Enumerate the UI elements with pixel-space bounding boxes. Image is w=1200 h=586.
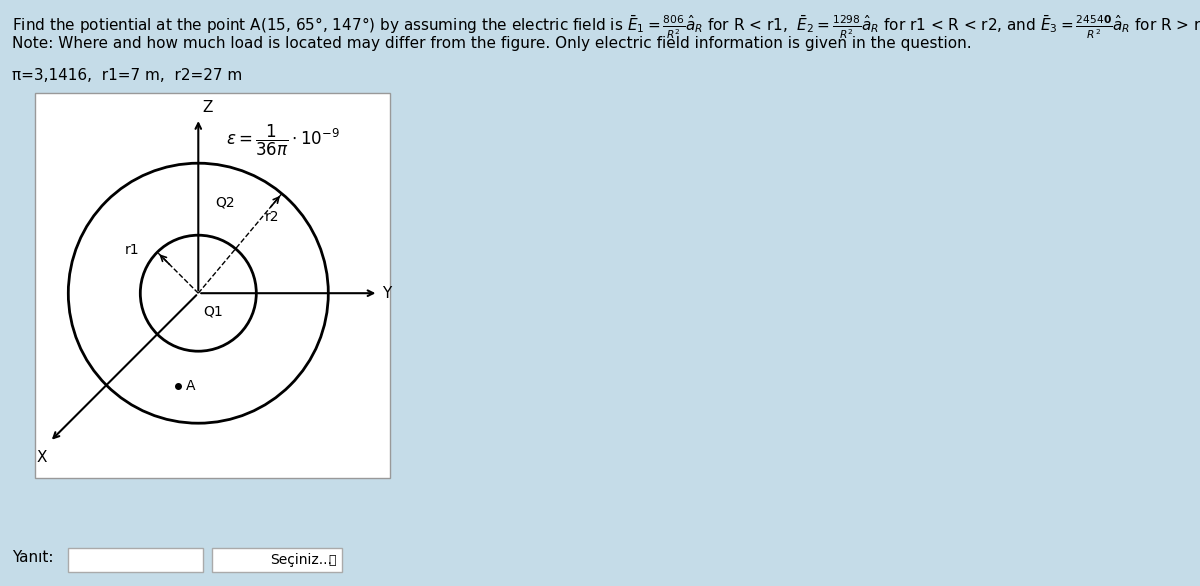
Text: r1: r1 [125, 243, 139, 257]
Text: Yanıt:: Yanıt: [12, 550, 54, 565]
Text: A: A [186, 379, 196, 393]
Text: Q1: Q1 [203, 304, 223, 318]
Text: X: X [36, 449, 47, 465]
Text: ⬧: ⬧ [329, 554, 336, 567]
Bar [212, 548, 342, 572]
Text: $\varepsilon = \dfrac{1}{36\pi} \cdot 10^{-9}$: $\varepsilon = \dfrac{1}{36\pi} \cdot 10… [227, 123, 341, 158]
Text: r2: r2 [265, 210, 280, 224]
Text: Seçiniz...: Seçiniz... [270, 553, 332, 567]
Text: Find the potiential at the point A(15, 65°, 147°) by assuming the electric field: Find the potiential at the point A(15, 6… [12, 14, 1200, 42]
Text: π=3,1416,  r1=7 m,  r2=27 m: π=3,1416, r1=7 m, r2=27 m [12, 68, 242, 83]
Text: Y: Y [383, 286, 391, 301]
Bar [35, 93, 390, 478]
Text: Z: Z [203, 100, 212, 115]
Bar [68, 548, 203, 572]
Text: Q2: Q2 [215, 196, 235, 210]
Text: Note: Where and how much load is located may differ from the figure. Only electr: Note: Where and how much load is located… [12, 36, 972, 51]
